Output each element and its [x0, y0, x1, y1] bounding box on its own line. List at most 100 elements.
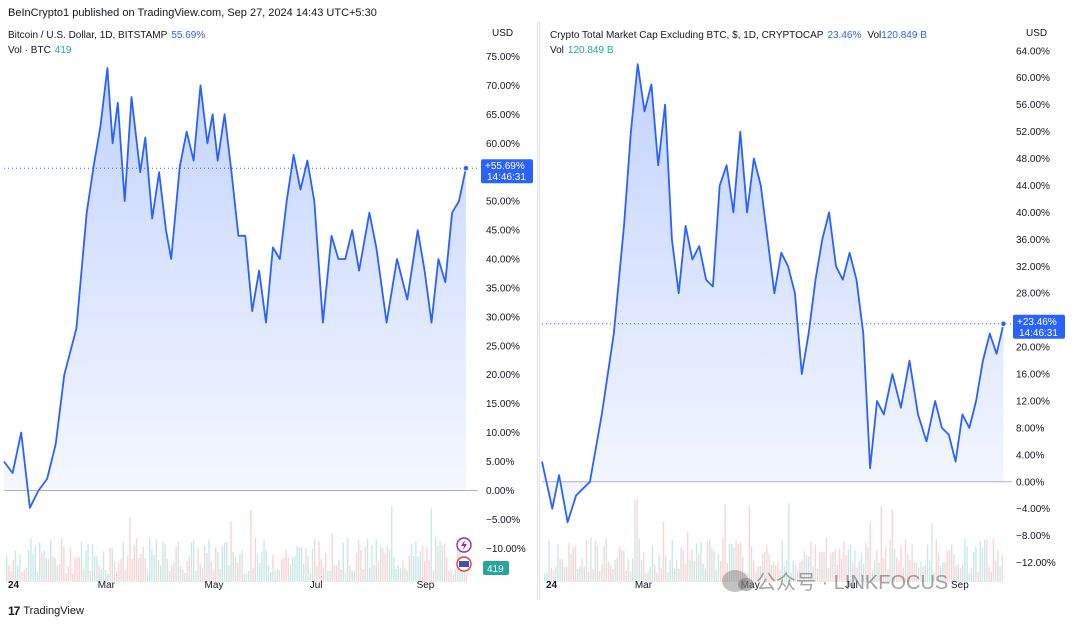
volume-bar — [715, 570, 717, 582]
tradingview-footer[interactable]: 17 TradingView — [8, 604, 84, 618]
volume-bar — [380, 546, 382, 582]
volume-bar — [607, 561, 610, 582]
volume-bar — [667, 572, 669, 582]
y-tick-label: 40.00% — [486, 254, 520, 265]
volume-bar — [984, 539, 986, 582]
currency-label[interactable]: USD — [492, 28, 514, 39]
volume-bar — [687, 531, 689, 582]
volume-bar — [355, 553, 358, 582]
panel-divider[interactable] — [537, 22, 540, 600]
volume-bar — [570, 553, 572, 582]
volume-bar — [19, 553, 21, 582]
volume-bar — [85, 550, 87, 582]
volume-bar — [803, 551, 805, 582]
volume-bar — [344, 573, 347, 582]
volume-bar — [230, 521, 232, 582]
volume-bar — [303, 563, 305, 582]
volume-bar — [702, 563, 704, 582]
volume-bar — [990, 571, 992, 582]
volume-bar — [371, 545, 373, 582]
volume-bar — [814, 544, 816, 582]
volume-bar — [325, 552, 327, 582]
x-tick-label: Sep — [417, 580, 435, 591]
volume-bar — [188, 556, 190, 582]
y-tick-label: 15.00% — [486, 399, 520, 410]
volume-bar — [823, 551, 825, 582]
volume-bar — [452, 573, 454, 582]
volume-bar — [190, 542, 193, 582]
volume-bar — [135, 538, 138, 582]
volume-bar — [327, 570, 329, 582]
volume-bar — [750, 546, 753, 582]
volume-bar — [256, 553, 259, 582]
volume-bar — [204, 545, 206, 582]
volume-bar — [669, 559, 671, 582]
volume-bar — [127, 556, 129, 582]
chart-panel-total3[interactable]: Crypto Total Market Cap Excluding BTC, $… — [540, 22, 1080, 600]
volume-bar — [305, 547, 307, 582]
volume-bar — [388, 549, 391, 582]
volume-bar — [261, 551, 263, 582]
volume-bar — [577, 568, 579, 582]
volume-bar — [887, 569, 889, 582]
volume-bar — [711, 547, 713, 582]
volume-bar — [160, 565, 162, 582]
y-tick-label: −5.00% — [486, 515, 520, 526]
volume-bar — [805, 554, 808, 582]
volume-bar — [929, 560, 931, 582]
y-tick-label: −10.00% — [486, 544, 526, 555]
volume-bar — [296, 545, 298, 582]
wechat-watermark: 公众号 · LINKFOCUS — [722, 566, 948, 595]
volume-bar — [157, 559, 160, 582]
volume-bar — [744, 571, 746, 582]
volume-bar — [869, 521, 871, 582]
series-value: 23.46% — [827, 30, 862, 41]
volume-bar — [446, 557, 448, 582]
y-tick-label: 30.00% — [486, 312, 520, 323]
volume-bar — [724, 504, 726, 582]
volume-bar — [638, 538, 640, 582]
volume-bar — [210, 561, 212, 582]
volume-bar — [546, 572, 548, 582]
volume-bar — [274, 570, 276, 582]
volume-bar — [124, 569, 127, 582]
volume-bar — [909, 560, 911, 582]
volume-bar — [168, 570, 171, 582]
total3-chart-svg[interactable]: −12.00% −8.00% −4.00% 0.00% 4.00% 8.00% 12.00%… — [540, 22, 1080, 600]
volume-bar — [404, 567, 406, 582]
volume-bar — [933, 572, 935, 582]
volume-bar — [827, 567, 830, 582]
volume-bar — [893, 548, 896, 582]
chart-panel-btc[interactable]: Bitcoin / U.S. Dollar, 1D, BITSTAMP 55.69… — [0, 22, 536, 600]
btc-chart-svg[interactable]: −10.00% −5.00% 0.00% 5.00% 10.00% 15.00% 20.00… — [0, 22, 536, 600]
y-tick-label: 32.00% — [1016, 262, 1050, 273]
volume-bar — [605, 538, 607, 582]
volume-bar — [588, 571, 590, 582]
volume-bar — [448, 570, 450, 582]
volume-bar — [215, 547, 217, 582]
volume-bar — [766, 545, 768, 582]
volume-value-inline: 120.849 B — [881, 30, 927, 41]
y-tick-label: 36.00% — [1016, 235, 1050, 246]
volume-bar — [311, 548, 314, 582]
volume-bar — [680, 547, 682, 582]
volume-bar — [955, 566, 957, 582]
volume-bar — [144, 558, 146, 582]
volume-bar — [1001, 554, 1003, 582]
volume-bar — [63, 547, 65, 582]
volume-bar — [550, 567, 552, 582]
volume-bar — [898, 561, 900, 582]
volume-bar — [753, 560, 755, 582]
x-tick-label: Jul — [845, 580, 858, 591]
volume-bar — [349, 565, 351, 582]
volume-bar — [241, 550, 243, 582]
volume-bar — [219, 568, 221, 582]
volume-bar — [109, 547, 111, 582]
legend-btc: Bitcoin / U.S. Dollar, 1D, BITSTAMP 55.69… — [8, 28, 205, 58]
volume-bar — [951, 544, 953, 582]
x-tick-label: 24 — [8, 580, 20, 591]
volume-bar — [937, 553, 940, 582]
currency-label[interactable]: USD — [1026, 28, 1048, 39]
volume-bar — [197, 547, 199, 582]
volume-bar — [223, 542, 226, 582]
